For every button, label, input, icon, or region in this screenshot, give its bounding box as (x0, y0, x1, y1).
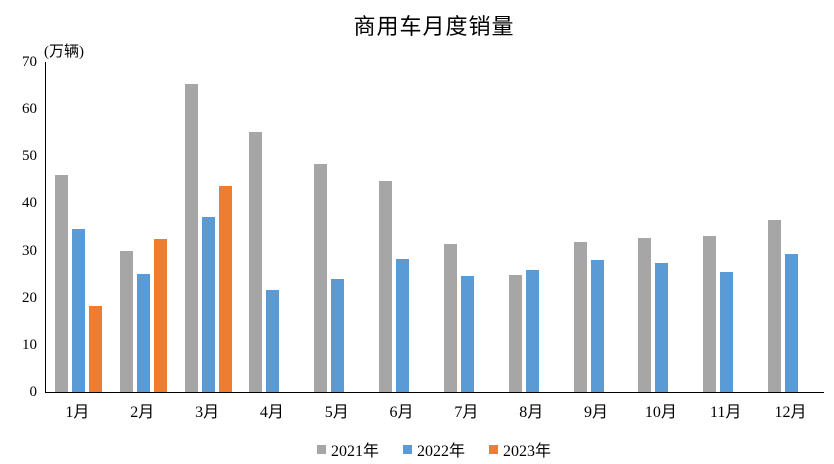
bar-group-7月 (435, 62, 500, 392)
legend-item-2021年: 2021年 (316, 437, 379, 461)
legend-swatch-2023年 (489, 444, 498, 454)
bar-2021年-7月 (443, 243, 457, 392)
legend-label-2022年: 2022年 (416, 443, 465, 460)
x-label-4月: 4月 (259, 404, 284, 421)
bar-2022年-1月 (71, 229, 85, 392)
chart-legend: 2021年 2022年 2023年 (45, 437, 823, 461)
legend-swatch-2021年 (316, 444, 326, 454)
x-label-9月: 9月 (584, 404, 609, 421)
x-label-10月: 10月 (644, 404, 677, 421)
bar-2021年-3月 (184, 84, 198, 392)
bar-2022年-10月 (655, 263, 669, 392)
bar-2022年-11月 (720, 272, 734, 392)
x-label-6月: 6月 (389, 404, 414, 421)
bar-2021年-11月 (703, 235, 717, 392)
x-label-12月: 12月 (774, 404, 807, 421)
x-label-2月: 2月 (130, 404, 155, 421)
bar-2021年-6月 (379, 180, 393, 392)
y-tick-20: 20 (22, 289, 37, 306)
bar-2023年-1月 (88, 305, 102, 392)
y-tick-10: 10 (22, 336, 37, 353)
y-tick-60: 60 (22, 101, 37, 118)
bar-2021年-2月 (119, 251, 133, 392)
y-axis-unit-label: (万辆) (44, 44, 84, 60)
bar-2021年-9月 (573, 241, 587, 392)
legend-item-2022年: 2022年 (402, 437, 465, 461)
bar-2022年-8月 (525, 269, 539, 392)
bar-group-5月 (305, 62, 370, 392)
x-label-3月: 3月 (195, 404, 220, 421)
bar-2022年-2月 (136, 274, 150, 392)
bar-2021年-8月 (508, 274, 522, 392)
bar-2021年-10月 (638, 237, 652, 392)
bar-2022年-12月 (785, 253, 799, 392)
bar-2022年-3月 (201, 217, 215, 392)
bar-2022年-4月 (266, 290, 280, 392)
bar-2022年-6月 (396, 258, 410, 392)
bar-group-6月 (370, 62, 435, 392)
x-label-8月: 8月 (519, 404, 544, 421)
bar-2022年-5月 (331, 278, 345, 392)
bar-group-4月 (240, 62, 305, 392)
bar-2023年-3月 (218, 186, 232, 392)
x-label-1月: 1月 (65, 404, 90, 421)
bar-group-12月 (759, 62, 824, 392)
bar-group-3月 (176, 62, 241, 392)
legend-label-2023年: 2023年 (503, 443, 552, 460)
x-label-5月: 5月 (324, 404, 349, 421)
x-label-7月: 7月 (454, 404, 479, 421)
bar-2022年-9月 (590, 260, 604, 392)
x-axis-labels: 1月 2月 3月 4月 5月 6月 7月 8月 9月 10月 11月 12月 (45, 398, 823, 422)
bar-group-11月 (694, 62, 759, 392)
chart-title: 商用车月度销量 (353, 14, 515, 39)
bar-group-2月 (111, 62, 176, 392)
legend-item-2023年: 2023年 (489, 437, 551, 461)
bar-2021年-1月 (54, 175, 68, 392)
y-tick-50: 50 (22, 148, 37, 165)
y-tick-70: 70 (22, 54, 37, 70)
y-tick-30: 30 (22, 242, 37, 259)
bar-2022年-7月 (460, 275, 474, 392)
bar-group-8月 (500, 62, 565, 392)
y-tick-40: 40 (22, 195, 37, 212)
bar-2021年-12月 (768, 219, 782, 392)
legend-swatch-2022年 (402, 444, 412, 454)
bar-group-10月 (629, 62, 694, 392)
y-tick-0: 0 (29, 384, 38, 400)
bar-group-9月 (565, 62, 630, 392)
bar-group-1月 (46, 62, 111, 392)
plot-area (45, 62, 824, 393)
x-label-11月: 11月 (709, 404, 742, 421)
bar-2023年-2月 (153, 239, 167, 392)
legend-label-2021年: 2021年 (330, 443, 379, 460)
bar-2021年-5月 (314, 164, 328, 392)
bar-2021年-4月 (249, 132, 263, 392)
